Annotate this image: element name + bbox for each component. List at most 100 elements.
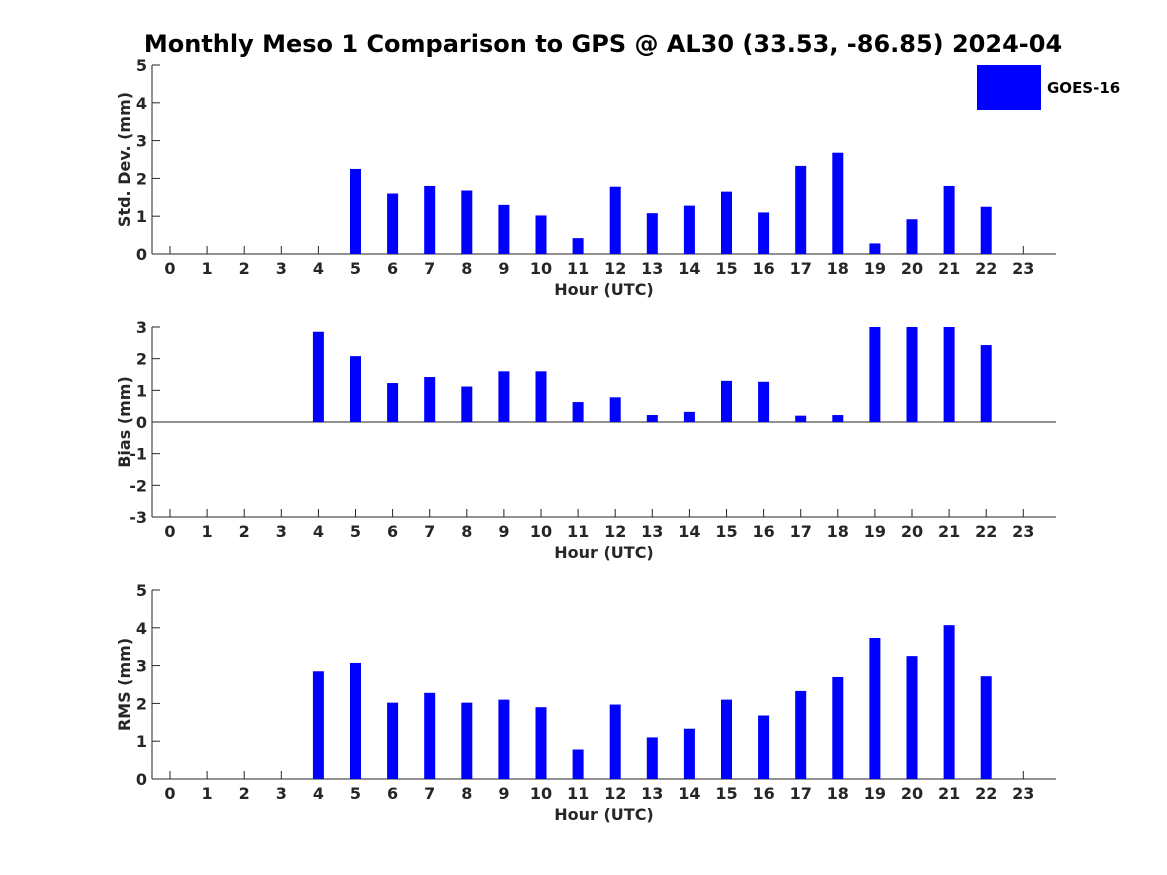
rms-bar bbox=[350, 662, 361, 779]
rms-bar bbox=[869, 638, 881, 779]
y-tick-label: 5 bbox=[136, 581, 147, 600]
x-tick-label: 22 bbox=[975, 784, 997, 803]
y-tick-label: -2 bbox=[129, 476, 147, 495]
x-tick-label: 19 bbox=[864, 784, 886, 803]
x-tick-label: 1 bbox=[202, 784, 213, 803]
x-tick-label: 11 bbox=[567, 784, 589, 803]
rms-bar bbox=[387, 702, 399, 779]
x-tick-label: 8 bbox=[461, 522, 472, 541]
x-tick-label: 12 bbox=[604, 259, 626, 278]
bias-bar bbox=[498, 371, 510, 422]
x-axis-label: Hour (UTC) bbox=[554, 805, 654, 824]
rms-bar bbox=[609, 704, 621, 779]
std-dev-bar bbox=[683, 205, 695, 254]
bias-bar bbox=[721, 380, 732, 422]
rms-bar bbox=[535, 707, 547, 779]
std-dev-bar bbox=[609, 186, 621, 254]
y-tick-label: 0 bbox=[136, 413, 147, 432]
x-tick-label: 20 bbox=[901, 784, 923, 803]
x-tick-label: 22 bbox=[975, 522, 997, 541]
x-tick-label: 9 bbox=[498, 522, 509, 541]
x-tick-label: 23 bbox=[1012, 784, 1034, 803]
x-tick-label: 23 bbox=[1012, 259, 1034, 278]
x-tick-label: 13 bbox=[641, 784, 663, 803]
std-dev-bar bbox=[758, 212, 770, 254]
bias-bar bbox=[869, 327, 881, 422]
x-tick-label: 0 bbox=[164, 522, 175, 541]
rms-bar bbox=[312, 671, 324, 779]
std-dev-bar bbox=[980, 206, 992, 254]
std-dev-bar bbox=[387, 193, 399, 254]
y-tick-label: 3 bbox=[136, 132, 147, 151]
x-tick-label: 7 bbox=[424, 259, 435, 278]
y-tick-label: 0 bbox=[136, 245, 147, 264]
std-dev-bar bbox=[869, 243, 881, 254]
x-tick-label: 15 bbox=[715, 259, 737, 278]
y-tick-label: 5 bbox=[136, 56, 147, 75]
y-tick-label: 1 bbox=[136, 207, 147, 226]
x-tick-label: 7 bbox=[424, 522, 435, 541]
bias-bar bbox=[350, 356, 361, 422]
std-dev-bar bbox=[646, 213, 658, 254]
x-tick-label: 23 bbox=[1012, 522, 1034, 541]
y-tick-label: 2 bbox=[136, 694, 147, 713]
x-axis-label: Hour (UTC) bbox=[554, 280, 654, 299]
y-tick-label: 0 bbox=[136, 770, 147, 789]
x-tick-label: 11 bbox=[567, 259, 589, 278]
std-dev-bar bbox=[461, 190, 473, 254]
x-tick-label: 16 bbox=[752, 522, 774, 541]
y-tick-label: 2 bbox=[136, 169, 147, 188]
y-tick-label: -3 bbox=[129, 508, 147, 527]
x-tick-label: 6 bbox=[387, 522, 398, 541]
x-tick-label: 3 bbox=[276, 784, 287, 803]
rms-bar bbox=[980, 676, 992, 779]
x-tick-label: 21 bbox=[938, 784, 960, 803]
x-tick-label: 12 bbox=[604, 522, 626, 541]
bias-bar bbox=[461, 386, 473, 422]
x-tick-label: 4 bbox=[313, 784, 324, 803]
y-tick-label: 1 bbox=[136, 381, 147, 400]
y-tick-label: 3 bbox=[136, 657, 147, 676]
bias-bar bbox=[943, 327, 955, 422]
x-tick-label: 3 bbox=[276, 259, 287, 278]
x-tick-label: 1 bbox=[202, 259, 213, 278]
x-tick-label: 3 bbox=[276, 522, 287, 541]
legend: GOES-16 bbox=[977, 65, 1120, 110]
x-tick-label: 2 bbox=[239, 784, 250, 803]
y-tick-label: 4 bbox=[136, 94, 147, 113]
rms-bar bbox=[943, 625, 955, 779]
bias-bar bbox=[980, 345, 992, 422]
std-dev-bar bbox=[795, 165, 807, 254]
x-tick-label: 8 bbox=[461, 259, 472, 278]
x-tick-label: 11 bbox=[567, 522, 589, 541]
std-dev-bar bbox=[906, 219, 918, 254]
x-tick-label: 12 bbox=[604, 784, 626, 803]
bias-bar bbox=[758, 381, 770, 422]
rms-bar bbox=[424, 692, 436, 779]
bias-bar bbox=[312, 331, 324, 422]
x-tick-label: 16 bbox=[752, 259, 774, 278]
x-tick-label: 8 bbox=[461, 784, 472, 803]
x-tick-label: 20 bbox=[901, 522, 923, 541]
x-tick-label: 18 bbox=[827, 259, 849, 278]
x-tick-label: 2 bbox=[239, 259, 250, 278]
x-tick-label: 18 bbox=[827, 522, 849, 541]
x-tick-label: 14 bbox=[678, 784, 700, 803]
std-dev-bar bbox=[721, 191, 732, 254]
x-tick-label: 15 bbox=[715, 784, 737, 803]
legend-label: GOES-16 bbox=[1047, 79, 1120, 97]
y-tick-label: 2 bbox=[136, 350, 147, 369]
y-axis-label: RMS (mm) bbox=[115, 638, 134, 731]
rms-bar bbox=[758, 715, 770, 779]
bias-bar bbox=[906, 327, 918, 422]
x-tick-label: 9 bbox=[498, 784, 509, 803]
y-tick-label: 4 bbox=[136, 619, 147, 638]
x-tick-label: 17 bbox=[790, 522, 812, 541]
rms-bar bbox=[461, 702, 473, 779]
std-dev-bar bbox=[832, 152, 844, 254]
std-dev-bar bbox=[424, 185, 436, 254]
bias-bar bbox=[609, 397, 621, 422]
rms-bar bbox=[498, 699, 510, 779]
x-tick-label: 13 bbox=[641, 522, 663, 541]
